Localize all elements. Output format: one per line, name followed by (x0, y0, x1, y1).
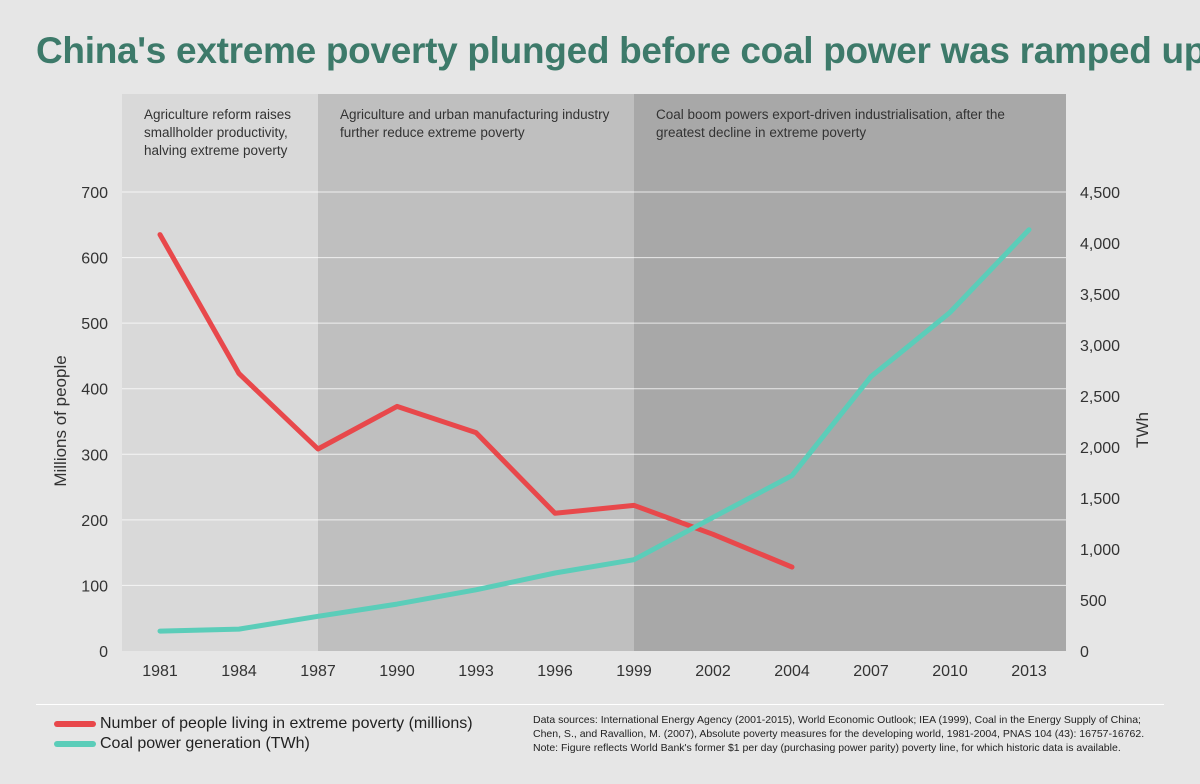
source-line: Data sources: International Energy Agenc… (533, 714, 1141, 726)
y2-axis-tick-label: 4,500 (1080, 185, 1120, 202)
y2-axis-tick-label: 1,500 (1080, 491, 1120, 508)
era-annotation-line: Coal boom powers export-driven industria… (656, 107, 1005, 122)
era-band (634, 94, 1066, 651)
y-axis-tick-label: 500 (81, 316, 108, 333)
era-annotation-line: smallholder productivity, (144, 125, 288, 140)
legend-item-poverty: Number of people living in extreme pover… (54, 714, 473, 734)
y2-axis-tick-label: 3,500 (1080, 287, 1120, 304)
source-line: Chen, S., and Ravallion, M. (2007), Abso… (533, 728, 1145, 740)
series-line-poverty (157, 232, 795, 570)
y-axis-title: Millions of people (51, 355, 70, 486)
x-axis-tick-label: 1981 (142, 663, 178, 680)
legend-label-poverty: Number of people living in extreme pover… (100, 715, 473, 732)
x-axis-tick-label: 2013 (1011, 663, 1047, 680)
x-axis-tick-label: 1984 (221, 663, 257, 680)
chart-title: China's extreme poverty plunged before c… (36, 30, 1200, 71)
source-line: Note: Figure reflects World Bank's forme… (533, 742, 1121, 754)
y-axis-tick-label: 400 (81, 382, 108, 399)
y-axis-tick-label: 700 (81, 185, 108, 202)
legend-swatch-poverty (54, 721, 96, 727)
legend: Number of people living in extreme pover… (54, 714, 473, 754)
x-axis-tick-label: 1999 (616, 663, 652, 680)
y2-axis-tick-label: 500 (1080, 593, 1107, 610)
era-annotation: Agriculture and urban manufacturing indu… (340, 107, 610, 140)
era-annotation-line: Agriculture reform raises (144, 107, 291, 122)
y2-axis-title: TWh (1133, 412, 1152, 448)
y-axis-tick-label: 300 (81, 447, 108, 464)
era-annotation-line: further reduce extreme poverty (340, 125, 525, 140)
x-axis-tick-label: 2004 (774, 663, 810, 680)
era-annotation-line: halving extreme poverty (144, 143, 288, 158)
x-axis-tick-label: 2007 (853, 663, 889, 680)
legend-swatch-coal (54, 741, 96, 747)
era-band (318, 94, 634, 651)
y-axis-tick-label: 0 (99, 644, 108, 661)
data-sources-note: Data sources: International Energy Agenc… (533, 713, 1173, 755)
footer-divider (36, 704, 1164, 705)
era-band (122, 94, 318, 651)
y-axis-tick-label: 100 (81, 578, 108, 595)
x-axis-tick-label: 1993 (458, 663, 494, 680)
x-axis-tick-label: 1990 (379, 663, 415, 680)
x-axis-tick-label: 1987 (300, 663, 336, 680)
series-line-coal (157, 227, 1032, 634)
x-axis-tick-label: 2002 (695, 663, 731, 680)
y2-axis-tick-label: 1,000 (1080, 542, 1120, 559)
era-annotation-line: Agriculture and urban manufacturing indu… (340, 107, 610, 122)
y-axis-tick-label: 200 (81, 513, 108, 530)
y2-axis-tick-label: 2,500 (1080, 389, 1120, 406)
y2-axis-tick-label: 4,000 (1080, 236, 1120, 253)
x-axis-tick-label: 2010 (932, 663, 968, 680)
y2-axis-tick-label: 0 (1080, 644, 1089, 661)
era-annotation: Coal boom powers export-driven industria… (656, 107, 1005, 140)
y-axis-tick-label: 600 (81, 251, 108, 268)
y2-axis-tick-label: 2,000 (1080, 440, 1120, 457)
legend-label-coal: Coal power generation (TWh) (100, 735, 310, 752)
era-annotation: Agriculture reform raises smallholder pro… (144, 107, 291, 158)
era-annotation-line: greatest decline in extreme poverty (656, 125, 866, 140)
x-axis-tick-label: 1996 (537, 663, 573, 680)
legend-item-coal: Coal power generation (TWh) (54, 734, 473, 754)
y2-axis-tick-label: 3,000 (1080, 338, 1120, 355)
